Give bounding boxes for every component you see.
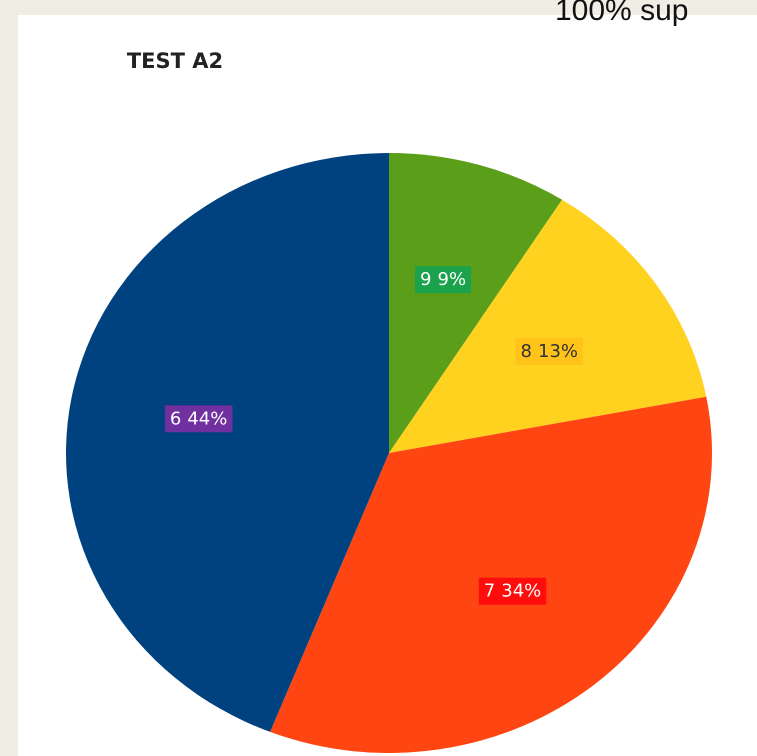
data-label-category: 7 [484,581,495,602]
pie-slice [389,199,707,453]
pie-slice [270,396,712,753]
data-label-box [164,405,233,433]
data-label-value: 9% [438,269,467,290]
annotation: 100% sup [555,0,688,27]
data-label-category: 8 [521,341,532,362]
data-label-box [515,337,584,365]
data-label-value: 34% [501,581,541,602]
data-label: 7 34% [484,581,541,602]
pie-slice [65,153,390,732]
data-label-value: 44% [187,408,227,429]
data-label: 8 13% [521,341,578,362]
data-label: 9 9% [420,269,466,290]
data-label-value: 13% [538,341,578,362]
data-label-category: 6 [170,408,181,429]
pie-slice [389,153,563,453]
data-label-box [478,577,547,605]
chart-title: TEST A2 [127,49,223,73]
data-label-category: 9 [420,269,431,290]
data-label-box [415,266,472,294]
data-label: 6 44% [170,408,227,429]
